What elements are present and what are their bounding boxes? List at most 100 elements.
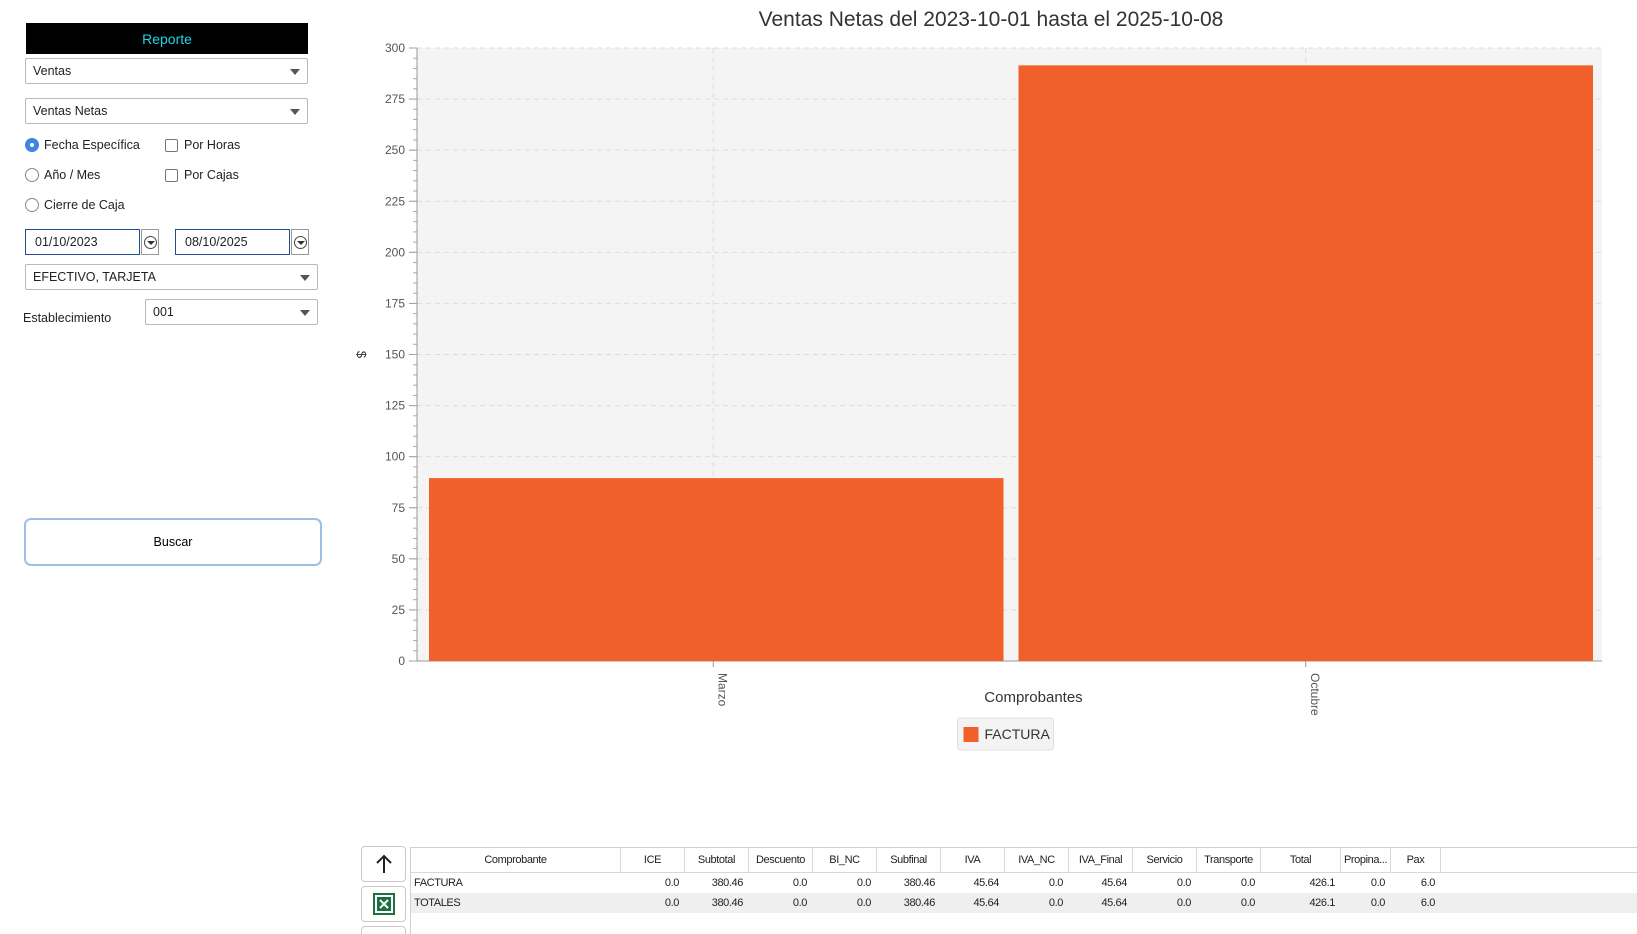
x-axis-label: Comprobantes — [984, 689, 1082, 706]
scroll-top-button[interactable] — [361, 846, 406, 882]
table-cell: 0.0 — [664, 897, 679, 909]
table-cell: 6.0 — [1420, 877, 1435, 889]
date-from-picker-button[interactable] — [141, 229, 159, 255]
date-from-input[interactable]: 01/10/2023 — [25, 229, 140, 255]
checkbox-label: Por Cajas — [184, 168, 239, 182]
report-subtype-value: Ventas Netas — [33, 104, 108, 118]
column-header[interactable]: Servicio — [1133, 848, 1197, 872]
summary-table: Comprobante ICE Subtotal Descuento BI_NC Subf… — [410, 847, 1637, 934]
table-cell: 0.0 — [792, 877, 807, 889]
bar-octubre — [1018, 65, 1593, 661]
y-tick-label: 75 — [392, 501, 406, 515]
table-row[interactable]: FACTURA 0.0 380.46 0.0 0.0 380.46 45.64 0.0 45.6… — [411, 873, 1637, 893]
column-header[interactable]: ICE — [621, 848, 685, 872]
table-row[interactable]: TOTALES 0.0 380.46 0.0 0.0 380.46 45.64 0.0 45.6… — [411, 893, 1637, 913]
legend — [957, 717, 1054, 751]
table-cell: FACTURA — [414, 877, 463, 889]
chevron-down-icon — [300, 310, 310, 316]
radio-label: Fecha Específica — [44, 138, 140, 152]
column-header[interactable]: IVA — [941, 848, 1005, 872]
checkbox-por-horas[interactable]: Por Horas — [165, 138, 240, 152]
column-header[interactable]: Total — [1261, 848, 1341, 872]
buscar-button[interactable]: Buscar — [24, 518, 322, 566]
establecimiento-select[interactable]: 001 — [145, 299, 318, 325]
radio-anio-mes[interactable]: Año / Mes — [25, 168, 100, 182]
column-header[interactable]: BI_NC — [813, 848, 877, 872]
table-cell: 0.0 — [1240, 877, 1255, 889]
calendar-dropdown-icon — [143, 235, 157, 249]
table-cell: 426.1 — [1309, 877, 1335, 889]
table-cell: 6.0 — [1420, 897, 1435, 909]
table-cell: 0.0 — [1370, 897, 1385, 909]
y-tick-label: 300 — [385, 41, 405, 55]
table-cell: 45.64 — [1101, 877, 1127, 889]
x-tick-label: Octubre — [1308, 673, 1322, 716]
column-header[interactable]: Propina... — [1341, 848, 1391, 872]
table-cell: 0.0 — [1370, 877, 1385, 889]
table-cell: 45.64 — [973, 877, 999, 889]
legend-swatch — [963, 727, 979, 742]
table-cell: 426.1 — [1309, 897, 1335, 909]
date-to-input[interactable]: 08/10/2025 — [175, 229, 290, 255]
radio-cierre-caja[interactable]: Cierre de Caja — [25, 198, 125, 212]
y-tick-label: 200 — [385, 245, 405, 259]
filter-panel: Reporte Ventas Ventas Netas Fecha Especí… — [0, 0, 345, 934]
x-tick-label: Marzo — [715, 673, 729, 707]
export-excel-button[interactable] — [361, 886, 406, 922]
table-cell: 380.46 — [903, 877, 936, 889]
table-cell: 0.0 — [1176, 897, 1191, 909]
column-header[interactable]: Comprobante — [411, 848, 621, 872]
legend-label: FACTURA — [985, 726, 1051, 742]
payment-method-select[interactable]: EFECTIVO, TARJETA — [25, 264, 318, 290]
y-tick-label: 150 — [385, 348, 405, 362]
table-cell: 45.64 — [1101, 897, 1127, 909]
y-tick-label: 275 — [385, 92, 405, 106]
table-cell: 45.64 — [973, 897, 999, 909]
column-header[interactable]: Pax — [1391, 848, 1441, 872]
y-tick-label: 225 — [385, 194, 405, 208]
radio-fecha-especifica[interactable]: Fecha Específica — [25, 138, 140, 152]
report-type-select[interactable]: Ventas — [25, 58, 308, 84]
table-cell: 0.0 — [1048, 897, 1063, 909]
y-tick-label: 0 — [398, 654, 405, 668]
extra-button[interactable] — [361, 926, 406, 934]
radio-label: Cierre de Caja — [44, 198, 125, 212]
radio-icon — [25, 198, 39, 212]
y-tick-label: 250 — [385, 143, 405, 157]
establecimiento-label: Establecimiento — [23, 311, 112, 325]
table-cell: 0.0 — [1240, 897, 1255, 909]
column-header[interactable]: Subfinal — [877, 848, 941, 872]
chart-title: Ventas Netas del 2023-10-01 hasta el 202… — [758, 8, 1224, 31]
table-cell: 380.46 — [711, 897, 744, 909]
table-body: FACTURA 0.0 380.46 0.0 0.0 380.46 45.64 0.0 45.6… — [411, 873, 1637, 913]
checkbox-icon — [165, 138, 178, 152]
table-header: Comprobante ICE Subtotal Descuento BI_NC Subf… — [411, 848, 1637, 873]
table-cell: 0.0 — [856, 897, 871, 909]
y-axis-label: $ — [354, 351, 369, 359]
table-cell: 0.0 — [1048, 877, 1063, 889]
chevron-down-icon — [290, 69, 300, 75]
table-cell: 380.46 — [903, 897, 936, 909]
y-tick-label: 175 — [385, 296, 405, 310]
radio-selected-icon — [25, 138, 39, 152]
radio-label: Año / Mes — [44, 168, 101, 182]
checkbox-label: Por Horas — [184, 138, 241, 152]
column-header[interactable]: Descuento — [749, 848, 813, 872]
chevron-down-icon — [290, 109, 300, 115]
bar-marzo — [429, 478, 1004, 661]
report-subtype-select[interactable]: Ventas Netas — [25, 98, 308, 124]
column-header[interactable]: IVA_Final — [1069, 848, 1133, 872]
checkbox-por-cajas[interactable]: Por Cajas — [165, 168, 239, 182]
y-tick-label: 125 — [385, 399, 405, 413]
column-header[interactable]: Transporte — [1197, 848, 1261, 872]
date-to-picker-button[interactable] — [291, 229, 309, 255]
payment-method-value: EFECTIVO, TARJETA — [33, 270, 156, 284]
table-cell: 0.0 — [792, 897, 807, 909]
establecimiento-value: 001 — [153, 305, 174, 319]
arrow-up-icon — [375, 854, 392, 873]
column-header[interactable]: IVA_NC — [1005, 848, 1069, 872]
bar-chart: 0 25 50 75 100 125 150 175 200 225 250 275 300 Marzo O… — [354, 41, 1602, 751]
column-header[interactable]: Subtotal — [685, 848, 749, 872]
radio-icon — [25, 168, 39, 182]
